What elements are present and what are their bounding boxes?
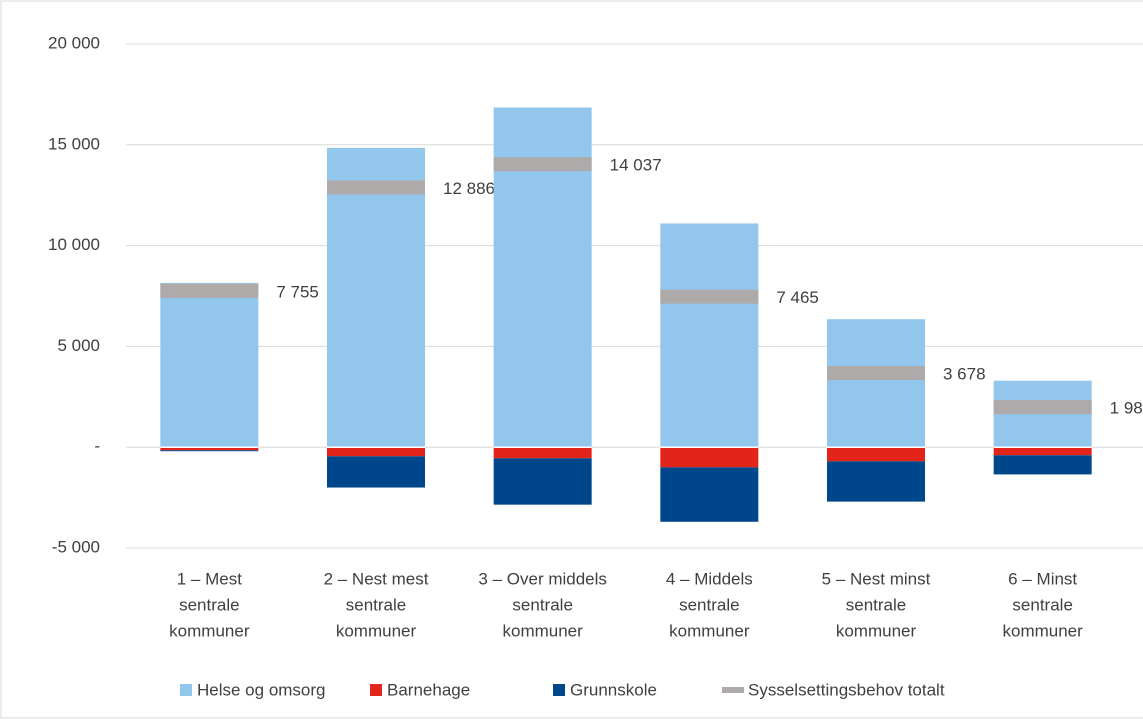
x-tick-label: sentrale [1012,595,1072,614]
legend-label: Barnehage [387,680,470,699]
data-label: 14 037 [610,156,662,175]
x-tick-label: kommuner [1003,621,1084,640]
y-tick-label: 20 000 [48,33,100,52]
total-marker [160,283,259,298]
bar [493,458,592,505]
x-tick-label: 4 – Middels [666,569,753,588]
x-tick-label: sentrale [512,595,572,614]
bar [993,455,1092,475]
bar [160,450,259,452]
legend-symbol [370,684,382,696]
total-marker [993,400,1092,415]
legend-label: Sysselsettingsbehov totalt [748,680,945,699]
bar [827,447,925,462]
data-label: 12 886 [443,179,495,198]
legend-symbol [180,684,192,696]
x-tick-label: sentrale [679,595,739,614]
x-tick-label: kommuner [169,621,250,640]
x-tick-label: 5 – Nest minst [822,569,931,588]
legend-label: Grunnskole [570,680,657,699]
bar [827,319,925,448]
bar [327,447,425,457]
total-marker [660,289,759,304]
x-tick-label: sentrale [179,595,239,614]
bar [160,282,259,448]
x-tick-label: sentrale [846,595,906,614]
bar [327,147,425,448]
x-tick-label: kommuner [336,621,417,640]
total-marker [827,366,925,381]
bar [660,447,759,468]
legend-symbol [722,687,744,693]
bar [827,461,925,502]
data-label: 3 678 [943,365,986,384]
x-tick-label: sentrale [346,595,406,614]
y-tick-label: -5 000 [52,537,100,556]
x-tick-label: kommuner [836,621,917,640]
x-tick-label: kommuner [669,621,750,640]
bar [493,447,592,459]
total-marker [327,180,425,195]
bar [160,447,259,451]
x-tick-label: 3 – Over middels [478,569,607,588]
bar [327,456,425,488]
y-tick-label: 15 000 [48,134,100,153]
y-tick-label: 10 000 [48,235,100,254]
bar [660,467,759,522]
bar [993,447,1092,456]
x-tick-label: 1 – Mest [177,569,242,588]
total-marker [493,157,592,172]
y-tick-label: 5 000 [57,336,100,355]
data-label: 7 465 [776,288,819,307]
x-tick-label: 2 – Nest mest [324,569,429,588]
legend-label: Helse og omsorg [197,680,326,699]
x-tick-label: 6 – Minst [1008,569,1077,588]
y-tick-label: - [94,437,100,456]
data-label: 7 755 [276,282,319,301]
data-label: 1 986 [1110,399,1143,418]
bar [660,223,759,448]
legend-symbol [553,684,565,696]
x-tick-label: kommuner [503,621,584,640]
